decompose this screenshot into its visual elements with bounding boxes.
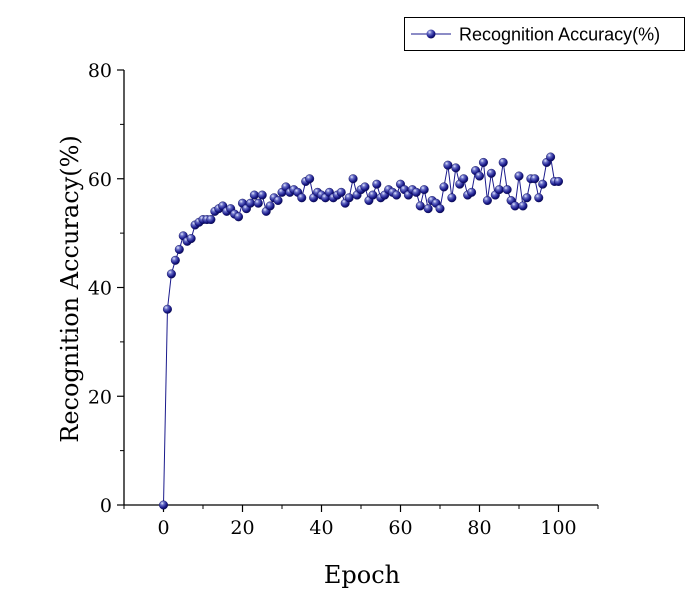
data-point[interactable] — [392, 190, 402, 200]
y-tick-label: 0 — [100, 495, 112, 517]
data-point[interactable] — [206, 215, 216, 225]
data-point[interactable] — [530, 174, 540, 184]
data-point[interactable] — [514, 171, 524, 181]
legend[interactable]: Recognition Accuracy(%) — [404, 17, 685, 51]
data-point[interactable] — [234, 212, 244, 222]
data-point[interactable] — [467, 187, 477, 197]
data-point[interactable] — [336, 187, 346, 197]
data-point[interactable] — [435, 204, 445, 214]
data-point[interactable] — [411, 187, 421, 197]
data-point[interactable] — [494, 185, 504, 195]
y-tick-label: 60 — [88, 169, 112, 191]
data-point[interactable] — [162, 304, 172, 314]
data-point[interactable] — [372, 179, 382, 189]
data-point[interactable] — [419, 185, 429, 195]
data-point[interactable] — [305, 174, 315, 184]
data-point[interactable] — [478, 157, 488, 167]
data-point[interactable] — [273, 195, 283, 205]
x-tick-label: 80 — [467, 517, 491, 539]
data-point[interactable] — [265, 201, 275, 211]
y-axis-title: Recognition Accuracy(%) — [56, 135, 84, 443]
y-tick-label: 80 — [88, 60, 112, 82]
data-point[interactable] — [510, 201, 520, 211]
data-point[interactable] — [360, 182, 370, 192]
data-point[interactable] — [522, 193, 532, 203]
data-point[interactable] — [451, 163, 461, 173]
legend-box — [404, 17, 685, 51]
data-point[interactable] — [253, 198, 263, 208]
axes — [123, 70, 598, 506]
data-point[interactable] — [297, 193, 307, 203]
x-axis-title: Epoch — [324, 561, 400, 589]
data-point[interactable] — [554, 176, 564, 186]
x-tick-label: 40 — [309, 517, 333, 539]
data-point[interactable] — [459, 174, 469, 184]
data-point[interactable] — [166, 269, 176, 279]
data-point[interactable] — [498, 157, 508, 167]
data-point[interactable] — [249, 190, 259, 200]
data-point[interactable] — [245, 198, 255, 208]
data-point[interactable] — [439, 182, 449, 192]
y-tick-label: 40 — [88, 278, 112, 300]
data-point[interactable] — [443, 160, 453, 170]
data-point[interactable] — [475, 171, 485, 181]
data-point[interactable] — [518, 201, 528, 211]
legend-marker-sample — [426, 29, 436, 39]
x-tick-label: 20 — [230, 517, 254, 539]
data-point[interactable] — [502, 185, 512, 195]
axis-ticks — [117, 69, 599, 512]
data-point[interactable] — [546, 152, 556, 162]
data-point[interactable] — [186, 234, 196, 244]
data-point[interactable] — [538, 179, 548, 189]
data-point[interactable] — [174, 244, 184, 254]
data-point[interactable] — [486, 168, 496, 178]
series-0 — [158, 152, 564, 510]
data-point[interactable] — [257, 190, 267, 200]
series-group — [158, 152, 564, 510]
data-point[interactable] — [482, 195, 492, 205]
data-point[interactable] — [158, 500, 168, 510]
x-tick-label: 0 — [157, 517, 169, 539]
data-point[interactable] — [415, 201, 425, 211]
data-point[interactable] — [534, 193, 544, 203]
y-tick-label: 20 — [88, 386, 112, 408]
data-point[interactable] — [423, 204, 433, 214]
data-point[interactable] — [368, 190, 378, 200]
data-point[interactable] — [170, 255, 180, 265]
x-tick-label: 100 — [540, 517, 576, 539]
legend-label: Recognition Accuracy(%) — [459, 25, 660, 45]
data-point[interactable] — [344, 193, 354, 203]
data-point[interactable] — [447, 193, 457, 203]
x-tick-label: 60 — [388, 517, 412, 539]
data-point[interactable] — [348, 174, 358, 184]
tick-labels: 0 20 40 60 80 100 0 20 40 60 80 — [88, 60, 577, 539]
